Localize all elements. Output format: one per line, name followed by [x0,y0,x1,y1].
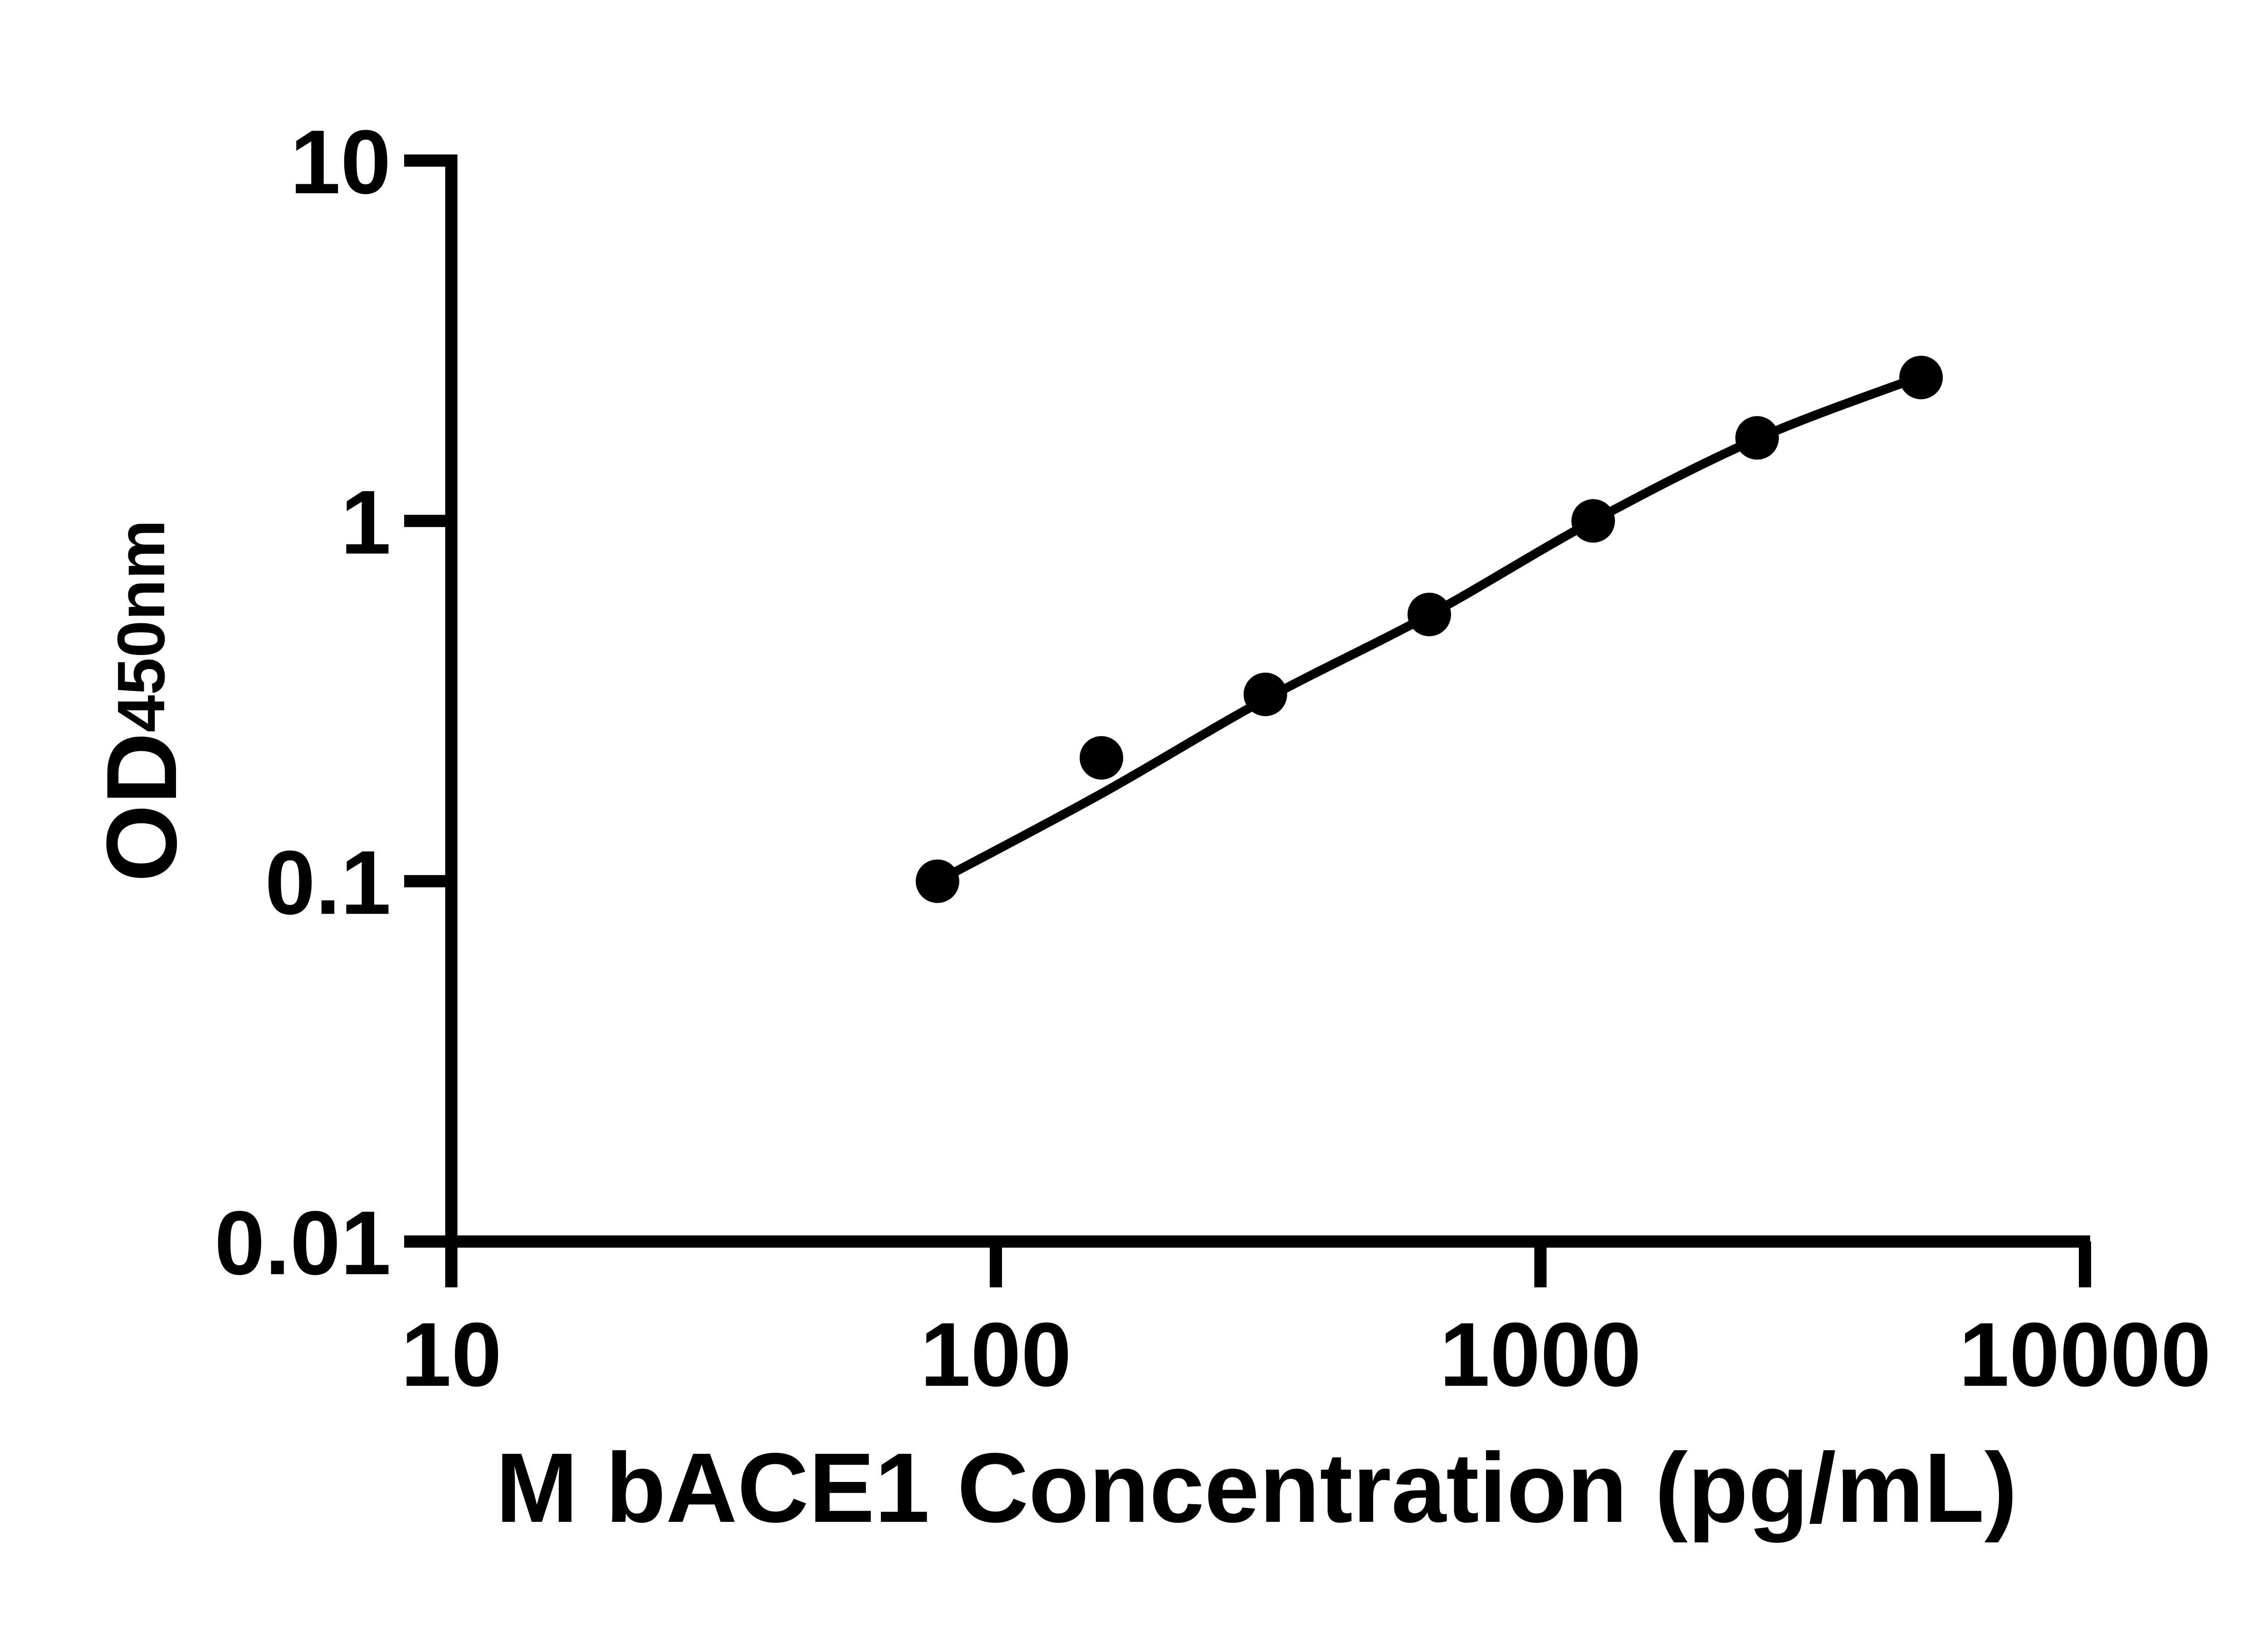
y-axis-title-subscript: 450nm [104,520,179,733]
data-point-1 [1080,736,1124,780]
data-point-4 [1571,499,1615,543]
x-tick-label-10: 10 [401,1304,502,1405]
data-layer [915,356,1943,903]
y-tick-label-0.1: 0.1 [265,832,391,934]
x-axis-title: M bACE1 Concentration (pg/mL) [496,1433,2018,1543]
y-axis-title: OD450nm [86,520,197,882]
x-tick-label-1000: 1000 [1440,1304,1642,1405]
data-point-6 [1899,356,1943,400]
data-point-0 [915,859,959,903]
data-point-3 [1408,592,1451,636]
data-point-2 [1243,672,1287,716]
x-tick-label-10000: 10000 [1959,1304,2211,1405]
y-tick-label-0.01: 0.01 [215,1193,391,1294]
y-tick-label-1: 1 [341,472,391,573]
y-tick-label-10: 10 [290,112,391,213]
data-point-5 [1735,416,1779,460]
y-axis-title-main: OD [86,732,197,882]
x-tick-label-100: 100 [920,1304,1072,1405]
